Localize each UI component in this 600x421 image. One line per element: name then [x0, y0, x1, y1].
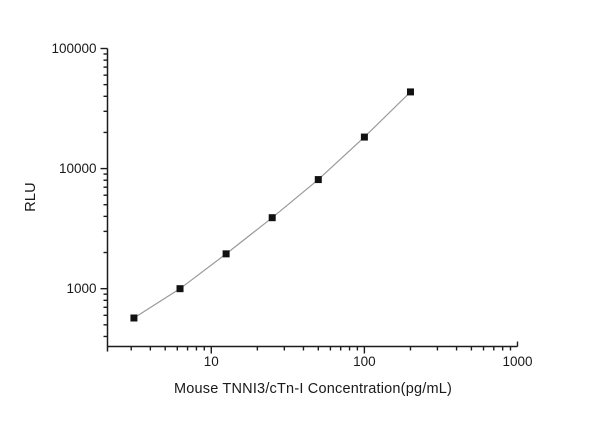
- data-point-marker: [130, 314, 138, 322]
- x-tick-label: 10: [204, 354, 219, 369]
- y-tick-label: 10000: [59, 161, 97, 176]
- x-tick-label: 1000: [502, 354, 532, 369]
- data-point-marker: [314, 176, 322, 184]
- data-point-marker: [268, 214, 276, 222]
- x-axis-title: Mouse TNNI3/cTn-I Concentration(pg/mL): [173, 381, 453, 397]
- data-point-marker: [406, 88, 414, 96]
- x-tick-label: 100: [353, 354, 376, 369]
- data-point-marker: [222, 250, 230, 258]
- y-axis-title: RLU: [23, 182, 39, 212]
- data-point-marker: [176, 285, 184, 293]
- curve-line: [133, 91, 411, 319]
- y-tick-label: 100000: [51, 41, 96, 56]
- data-point-marker: [360, 133, 368, 141]
- y-tick-label: 1000: [66, 281, 96, 296]
